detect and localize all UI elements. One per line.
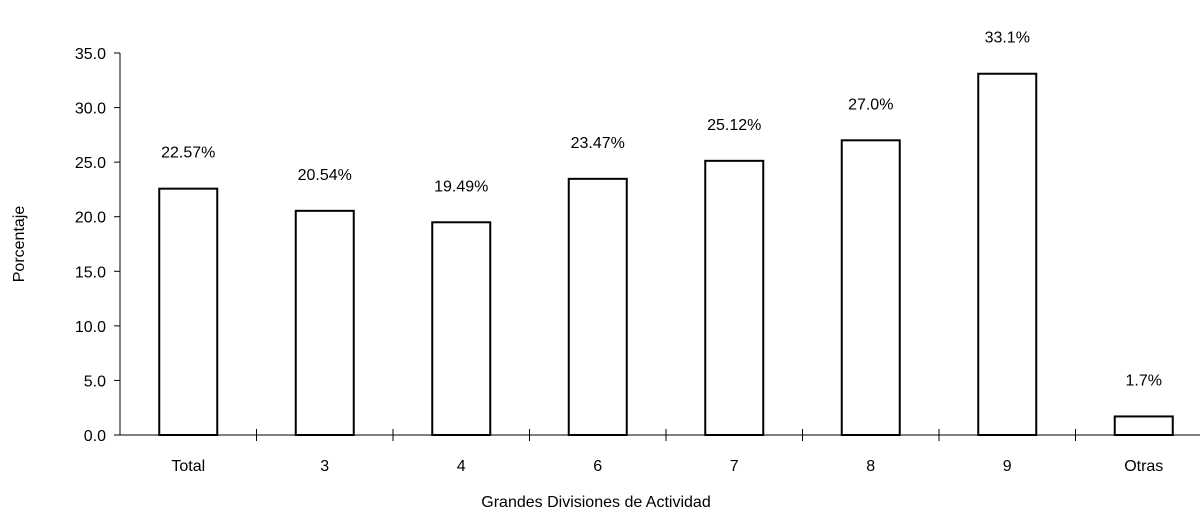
x-tick-label: Total xyxy=(171,458,205,475)
bar xyxy=(840,139,901,436)
x-tick-label: 6 xyxy=(593,458,602,475)
bar xyxy=(977,72,1038,436)
data-label: 1.7% xyxy=(1126,372,1162,389)
x-tick-label: 7 xyxy=(730,458,739,475)
y-axis-label: Porcentaje xyxy=(11,206,28,283)
bar xyxy=(431,221,492,436)
y-axis: 0.0 5.0 10.0 15.0 20.0 25.0 30.0 35.0 xyxy=(75,46,121,445)
bar xyxy=(704,159,765,437)
data-label: 25.12% xyxy=(707,117,761,134)
y-tick-label: 25.0 xyxy=(75,155,106,172)
bars xyxy=(158,72,1174,437)
y-tick-label: 30.0 xyxy=(75,101,106,118)
x-tick-label: Otras xyxy=(1124,458,1163,475)
data-labels: 22.57% 20.54% 19.49% 23.47% 25.12% 27.0% 33.1%… xyxy=(161,30,1162,390)
y-tick-label: 10.0 xyxy=(75,319,106,336)
bar xyxy=(1113,415,1174,436)
x-tick-label: 8 xyxy=(866,458,875,475)
y-tick-label: 35.0 xyxy=(75,46,106,63)
x-tick-label: 3 xyxy=(320,458,329,475)
bar xyxy=(158,187,219,436)
bar xyxy=(567,177,628,437)
data-label: 20.54% xyxy=(298,167,352,184)
x-tick-label: 4 xyxy=(457,458,466,475)
y-tick-label: 5.0 xyxy=(84,373,106,390)
data-label: 22.57% xyxy=(161,145,215,162)
data-label: 33.1% xyxy=(985,30,1030,47)
x-axis: Total 3 4 6 7 8 9 Otras xyxy=(120,429,1200,475)
y-tick-label: 15.0 xyxy=(75,264,106,281)
bar xyxy=(294,209,355,436)
data-label: 19.49% xyxy=(434,178,488,195)
x-axis-label: Grandes Divisiones de Actividad xyxy=(481,494,710,511)
data-label: 23.47% xyxy=(571,135,625,152)
data-label: 27.0% xyxy=(848,96,893,113)
y-tick-label: 20.0 xyxy=(75,210,106,227)
x-tick-label: 9 xyxy=(1003,458,1012,475)
y-tick-label: 0.0 xyxy=(84,428,106,445)
